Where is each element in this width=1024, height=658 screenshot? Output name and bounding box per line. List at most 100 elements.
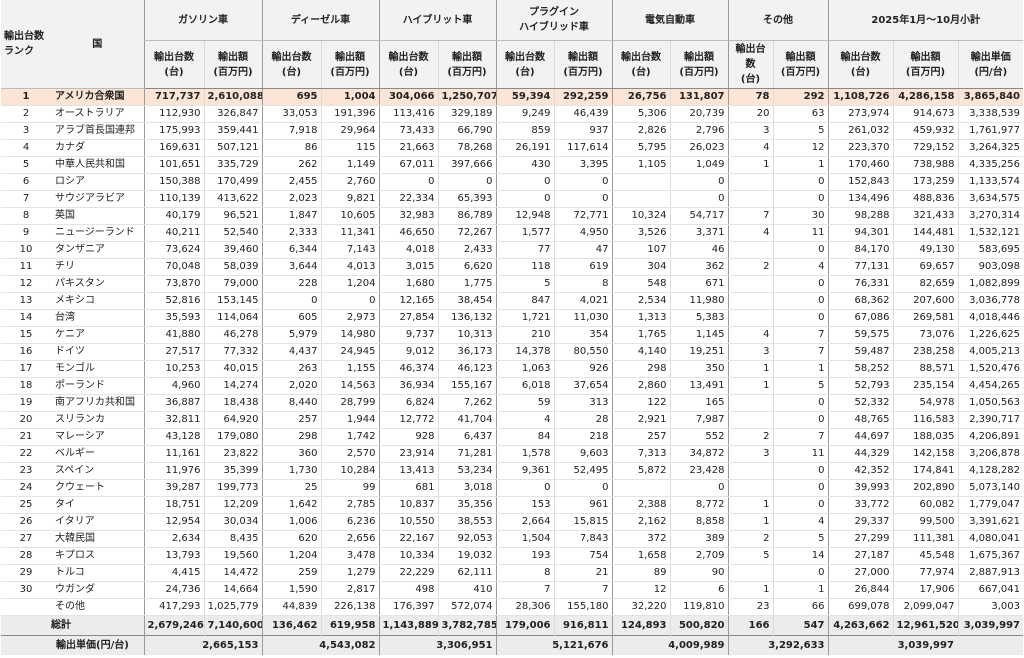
value-cell: 77,131 — [827, 258, 893, 276]
value-cell: 1,082,899 — [957, 275, 1023, 293]
value-cell: 14,664 — [203, 581, 262, 599]
value-cell: 2 — [727, 530, 773, 548]
subheader-cell: 輸出台数 (台) — [611, 40, 670, 89]
value-cell: 2,333 — [261, 224, 321, 242]
value-cell: 4,950 — [553, 224, 612, 242]
country-cell: トルコ — [51, 564, 144, 582]
country-cell: 台湾 — [51, 309, 144, 327]
value-cell: 20,739 — [669, 105, 728, 123]
data-row: その他 417,293 1,025,779 44,839 226,138 176,397 5… — [1, 598, 1023, 616]
rank-cell: 25 — [1, 496, 51, 514]
value-cell: 2,634 — [143, 530, 204, 548]
value-cell: 5 — [727, 547, 773, 565]
value-cell: 4 — [772, 258, 828, 276]
value-cell: 1 — [727, 156, 773, 174]
value-cell: 94,301 — [827, 224, 893, 242]
value-cell: 262 — [261, 156, 321, 174]
value-cell: 914,673 — [892, 105, 958, 123]
value-cell: 1,680 — [378, 275, 438, 293]
value-cell: 235,154 — [892, 377, 958, 395]
value-cell: 1,765 — [611, 326, 670, 344]
value-cell: 54,978 — [892, 394, 958, 412]
value-cell: 1,063 — [495, 360, 554, 378]
data-row: 29 トルコ 4,415 14,472 259 1,279 22,229 62,111 8 21 8… — [1, 564, 1023, 582]
value-cell: 53,234 — [437, 462, 496, 480]
value-cell: 131,807 — [669, 88, 728, 106]
rank-cell: 14 — [1, 309, 51, 327]
value-cell: 88,571 — [892, 360, 958, 378]
header-row: 輸出台数 ランク国ガソリン車 ディーゼル車 ハイブリット車 プラグイン ハイブリッド車… — [1, 0, 1023, 89]
value-cell: 3 — [727, 122, 773, 140]
value-cell: 122 — [611, 394, 670, 412]
value-cell — [727, 411, 773, 429]
value-cell: 7 — [727, 207, 773, 225]
value-cell: 6 — [669, 581, 728, 599]
value-cell: 72,267 — [437, 224, 496, 242]
value-cell: 10,334 — [378, 547, 438, 565]
data-row: 1 アメリカ合衆国 717,737 2,610,088 695 1,004 304,066 1… — [1, 88, 1023, 106]
value-cell: 9,249 — [495, 105, 554, 123]
value-cell: 66,790 — [437, 122, 496, 140]
value-cell: 729,152 — [892, 139, 958, 157]
value-cell: 46,278 — [203, 326, 262, 344]
value-cell: 1,155 — [320, 360, 379, 378]
value-cell: 5,306 — [611, 105, 670, 123]
value-cell: 28 — [553, 411, 612, 429]
value-cell: 152,843 — [827, 173, 893, 191]
rank-cell: 11 — [1, 258, 51, 276]
value-cell: 99,500 — [892, 513, 958, 531]
value-cell: 84,170 — [827, 241, 893, 259]
total-cell: 166 — [727, 615, 773, 636]
value-cell: 6,437 — [437, 428, 496, 446]
value-cell: 11,976 — [143, 462, 204, 480]
value-cell: 3,634,575 — [957, 190, 1023, 208]
value-cell: 4,960 — [143, 377, 204, 395]
value-cell: 4,437 — [261, 343, 321, 361]
value-cell: 21 — [553, 564, 612, 582]
value-cell: 33,772 — [827, 496, 893, 514]
value-cell: 329,189 — [437, 105, 496, 123]
value-cell: 3,018 — [437, 479, 496, 497]
value-cell: 79,000 — [203, 275, 262, 293]
value-cell: 43,128 — [143, 428, 204, 446]
value-cell: 18,438 — [203, 394, 262, 412]
value-cell: 0 — [772, 394, 828, 412]
value-cell: 6,344 — [261, 241, 321, 259]
group-header: 電気自動車 — [611, 0, 728, 41]
value-cell: 292,259 — [553, 88, 612, 106]
value-cell: 5 — [772, 377, 828, 395]
value-cell: 207,600 — [892, 292, 958, 310]
value-cell: 1,006 — [261, 513, 321, 531]
subheader-cell: 輸出台数 (台) — [378, 40, 438, 89]
value-cell: 5 — [772, 122, 828, 140]
group-header: 2025年1月～10月小計 — [827, 0, 1023, 41]
value-cell: 7,843 — [553, 530, 612, 548]
unit-price-label: 輸出単価(円/台) — [1, 635, 144, 655]
country-cell: アラブ首長国連邦 — [51, 122, 144, 140]
group-header: ディーゼル車 — [261, 0, 379, 41]
subheader-cell: 輸出額 (百万円) — [553, 40, 612, 89]
value-cell: 21,663 — [378, 139, 438, 157]
value-cell: 360 — [261, 445, 321, 463]
rank-cell: 15 — [1, 326, 51, 344]
value-cell: 11 — [772, 445, 828, 463]
value-cell — [611, 173, 670, 191]
value-cell: 228 — [261, 275, 321, 293]
total-row: 総計 2,679,246 7,140,600 136,462 619,958 1,143,… — [1, 615, 1023, 636]
value-cell: 6,018 — [495, 377, 554, 395]
country-cell: 大韓民国 — [51, 530, 144, 548]
value-cell: 26,191 — [495, 139, 554, 157]
data-row: 23 スペイン 11,976 35,399 1,730 10,284 13,413 53,23… — [1, 462, 1023, 480]
value-cell: 0 — [772, 309, 828, 327]
value-cell: 413,622 — [203, 190, 262, 208]
rank-cell: 5 — [1, 156, 51, 174]
value-cell: 65,393 — [437, 190, 496, 208]
value-cell: 1,779,047 — [957, 496, 1023, 514]
value-cell: 4 — [772, 513, 828, 531]
value-cell: 8,772 — [669, 496, 728, 514]
value-cell: 35,593 — [143, 309, 204, 327]
value-cell: 5,979 — [261, 326, 321, 344]
value-cell: 298 — [261, 428, 321, 446]
value-cell: 3,206,878 — [957, 445, 1023, 463]
